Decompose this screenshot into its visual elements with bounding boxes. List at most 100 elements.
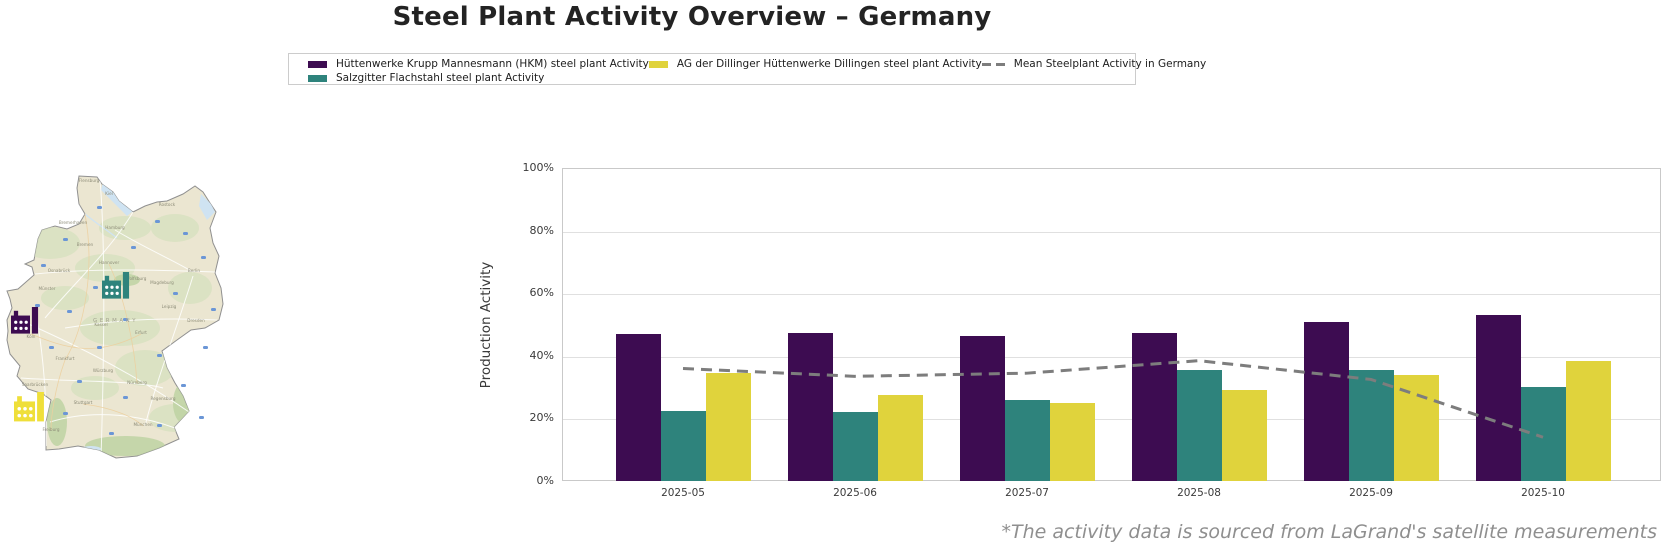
legend-row-2: Salzgitter Flachstahl steel plant Activi… [308,71,1135,85]
bar-2025-05 [615,334,661,481]
bar-2025-07 [1049,402,1095,481]
autobahn-shield-icon [123,318,128,321]
y-tick-label: 20% [529,411,554,424]
bars-layer [562,168,1661,481]
autobahn-shield-icon [77,380,82,383]
chart-title: Steel Plant Activity Overview – Germany [392,2,992,32]
y-tick-label: 40% [529,348,554,362]
legend-swatch-hkm-icon [308,60,327,68]
city-label: Flensburg [79,178,100,183]
autobahn-shield-icon [155,220,160,223]
footnote: *The activity data is sourced from LaGra… [1001,521,1657,543]
y-axis-label: Production Activity [478,261,494,389]
x-tick-label: 2025-08 [1177,487,1221,499]
city-label: Hannover [99,260,120,265]
legend-item-mean: Mean Steelplant Activity in Germany [981,58,1207,70]
autobahn-shield-icon [97,346,102,349]
autobahn-shield-icon [93,286,98,289]
autobahn-shield-icon [181,384,186,387]
city-label: Rostock [159,202,176,207]
autobahn-shield-icon [67,310,72,313]
x-tick-label: 2025-09 [1349,487,1393,499]
city-label: München [133,422,152,427]
city-label: Würzburg [93,368,114,373]
bar-2025-06 [787,332,833,481]
bar-2025-05 [660,410,706,481]
city-label: Kiel [105,191,113,196]
gridline [563,294,1660,295]
autobahn-shield-icon [131,246,136,249]
city-label: Bremen [77,242,94,247]
germany-map-svg: Flensburg Kiel Rostock Bremerhaven Hamburg Br… [6,175,224,459]
bar-2025-06 [832,412,878,481]
city-label: Wolfsburg [126,276,147,281]
y-tick-label: 80% [529,223,554,237]
legend-label-mean: Mean Steelplant Activity in Germany [1013,58,1207,70]
autobahn-shield-icon [157,354,162,357]
city-label: Dresden [187,318,205,323]
city-label: Osnabrück [48,268,71,273]
city-labels: Flensburg Kiel Rostock Bremerhaven Hamburg Br… [22,178,205,432]
city-label: Stuttgart [74,400,93,405]
city-label: Saarbrücken [22,382,49,387]
legend: Hüttenwerke Krupp Mannesmann (HKM) steel… [288,53,1206,85]
gridline [563,356,1660,358]
x-tick-label: 2025-05 [661,487,705,499]
autobahn-shield-icon [183,232,188,235]
autobahn-shield-icon [97,206,102,209]
city-label: Erfurt [135,330,147,335]
dillingen-plant-icon [14,392,44,422]
autobahn-shield-icon [157,424,162,427]
x-tick-label: 2025-07 [1005,487,1049,499]
autobahn-shield-icon [49,346,54,349]
salzgitter-plant-icon [102,272,130,299]
autobahn-shield-icon [203,346,208,349]
autobahn-shield-icon [123,396,128,399]
bar-2025-08 [1221,390,1267,481]
autobahn-shield-icon [109,432,114,435]
city-label: Freiburg [42,427,59,432]
bar-2025-10 [1565,360,1611,481]
autobahn-shield-icon [63,238,68,241]
bar-2025-10 [1475,315,1521,481]
autobahn-shield-icon [199,416,204,419]
city-label: Bremerhaven [59,220,88,225]
legend-item-salzgitter: Salzgitter Flachstahl steel plant Activi… [308,72,544,84]
bar-2025-07 [959,335,1005,481]
x-tick-label: 2025-10 [1521,487,1565,499]
y-tick-label: 0% [536,473,554,487]
legend-item-dillingen: AG der Dillinger Hüttenwerke Dillingen s… [648,58,982,70]
autobahn-shield-icon [173,292,178,295]
legend-item-hkm: Hüttenwerke Krupp Mannesmann (HKM) steel… [308,58,649,70]
x-tick-label: 2025-06 [833,487,877,499]
steel-plant-markers [11,272,130,422]
legend-swatch-dillingen-icon [648,60,668,68]
city-label: Frankfurt [56,356,75,361]
autobahn-shield-icon [211,308,216,311]
bar-2025-07 [1004,399,1050,481]
legend-label-hkm: Hüttenwerke Krupp Mannesmann (HKM) steel… [336,58,649,70]
autobahn-shield-icon [41,264,46,267]
city-label: Regensburg [151,396,176,401]
legend-swatch-salzgitter-icon [308,74,327,82]
city-label: Münster [38,286,55,291]
city-label: Leipzig [162,304,177,309]
y-tick-label: 100% [522,161,554,174]
autobahn-shield-icon [35,304,40,307]
bar-2025-09 [1303,321,1349,481]
germany-map: Flensburg Kiel Rostock Bremerhaven Hamburg Br… [5,168,228,460]
bar-2025-09 [1348,370,1394,481]
city-label: Berlin [188,268,200,273]
gridline [563,231,1660,233]
city-label: Hamburg [105,225,125,230]
city-label: Nürnberg [127,380,147,385]
bar-2025-05 [705,373,751,481]
bar-2025-08 [1176,370,1222,481]
legend-label-salzgitter: Salzgitter Flachstahl steel plant Activi… [336,72,545,84]
city-label: Magdeburg [150,280,174,285]
autobahn-shields [35,206,216,435]
legend-row-1: Hüttenwerke Krupp Mannesmann (HKM) steel… [308,57,1206,71]
autobahn-shield-icon [201,256,206,259]
bar-2025-06 [877,395,923,481]
